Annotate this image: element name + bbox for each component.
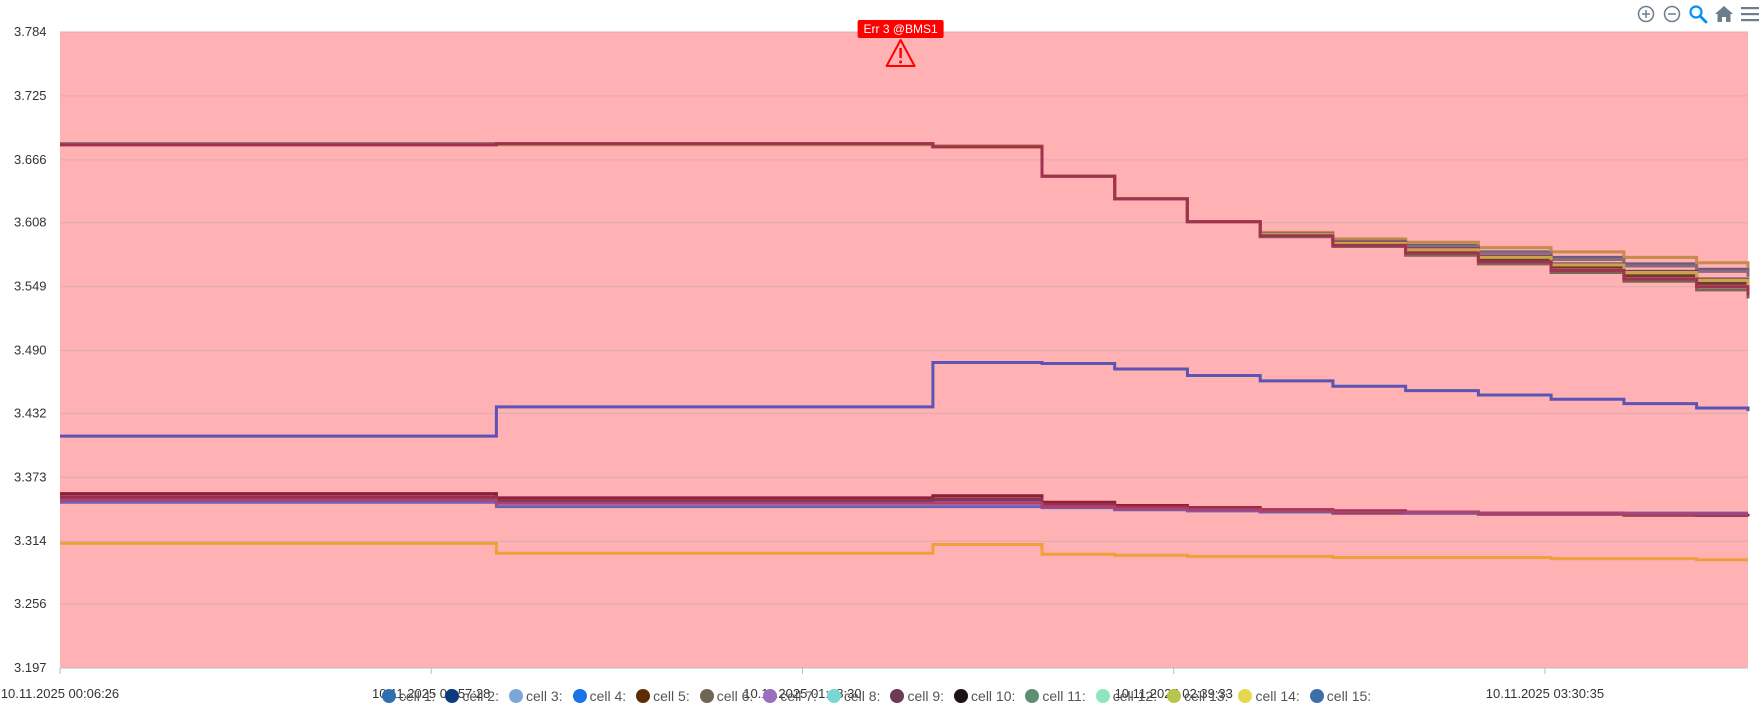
x-tick-label: 10.11.2025 00:06:26 [1,686,119,701]
y-axis-ticks: 3.784 3.725 3.666 3.608 3.549 3.490 3.432 3.373… [14,24,47,675]
zoom-out-icon[interactable] [1661,3,1683,25]
legend-marker [954,689,969,703]
legend-label: cell 5: [653,688,690,704]
y-tick-label: 3.725 [14,88,47,103]
y-tick-label: 3.490 [14,343,47,358]
legend-label: cell 10: [971,688,1016,704]
home-reset-icon[interactable] [1713,3,1735,25]
menu-icon[interactable] [1739,3,1761,25]
series-line[interactable] [60,142,1750,296]
legend-label: cell 3: [525,688,563,704]
y-tick-label: 3.784 [14,24,47,39]
legend-item[interactable]: cell 1: [381,688,436,704]
annotation-label: Err 3 @BMS1 [864,22,939,36]
y-tick-label: 3.432 [14,405,47,420]
legend-marker [572,689,587,703]
y-tick-label: 3.197 [14,660,47,675]
legend-marker [826,689,841,703]
legend-marker [1095,689,1110,703]
legend-label: cell 12: [1112,688,1158,704]
legend-marker [1238,689,1253,703]
zoom-in-icon[interactable] [1635,3,1657,25]
legend-marker [1309,689,1324,703]
legend-label: cell 1: [398,688,436,704]
annotation-badge[interactable] [857,20,944,38]
legend-item[interactable]: cell 2: [445,688,499,704]
x-tick-label: 10.11.2025 03:30:35 [1486,686,1604,701]
y-tick-label: 3.256 [14,596,47,611]
legend-item[interactable]: cell 10: [954,688,1015,704]
legend-item[interactable]: cell 9: [890,688,944,704]
series-lines[interactable] [60,142,1750,562]
legend-marker [508,689,523,703]
legend-item[interactable]: cell 13: [1167,688,1228,704]
chart-legend: cell 1: cell 2: cell 3: cell 4: cell 5: cell … [0,688,1763,706]
y-tick-label: 3.666 [14,152,47,167]
y-tick-label: 3.608 [14,215,47,230]
legend-item[interactable]: cell 4: [572,688,627,704]
warning-triangle-icon [885,39,916,67]
legend-label: cell 9: [907,688,945,704]
series-line[interactable] [60,498,1748,516]
plot-background [60,32,1748,668]
legend-marker [636,689,651,703]
y-tick-label: 3.549 [14,279,47,294]
legend-label: cell 2: [462,688,499,704]
legend-item[interactable]: cell 15: [1309,688,1372,704]
legend-label: cell 13: [1184,688,1229,704]
legend-label: cell 8: [843,688,881,704]
legend-item[interactable]: cell 5: [636,688,690,704]
legend-marker [699,689,714,703]
series-line[interactable] [60,361,1750,438]
legend-item[interactable]: cell 6: [699,688,754,704]
legend-item[interactable]: cell 7: [763,688,817,704]
chart-toolbar [1635,3,1761,25]
legend-item[interactable]: cell 14: [1238,688,1300,704]
legend-label: cell 15: [1326,688,1372,704]
legend-label: cell 4: [589,688,627,704]
x-tick-label: 10.11.2025 00:57:28 [372,686,490,701]
legend-label: cell 7: [780,688,817,704]
legend-marker [381,689,396,703]
y-tick-label: 3.373 [14,469,47,484]
legend-label: cell 14: [1255,688,1300,704]
legend-marker [890,689,905,703]
annotation[interactable]: Err 3 @BMS1 [857,20,944,67]
legend-item[interactable]: cell 8: [826,688,881,704]
legend-item[interactable]: cell 3: [508,688,563,704]
legend-label: cell 11: [1042,688,1086,704]
x-axis-ticks: 10.11.2025 00:06:26 10.11.2025 00:57:28 10… [1,667,1748,701]
legend-marker [1167,689,1182,703]
zoom-select-icon[interactable] [1687,3,1709,25]
legend-item[interactable]: cell 12: [1095,688,1158,704]
legend-marker [763,689,778,703]
y-tick-label: 3.314 [14,533,47,548]
legend-label: cell 6: [716,688,754,704]
legend-marker [445,689,460,703]
legend-item[interactable]: cell 11: [1025,688,1086,704]
series-line[interactable] [60,541,1748,562]
legend-marker [1025,689,1040,703]
